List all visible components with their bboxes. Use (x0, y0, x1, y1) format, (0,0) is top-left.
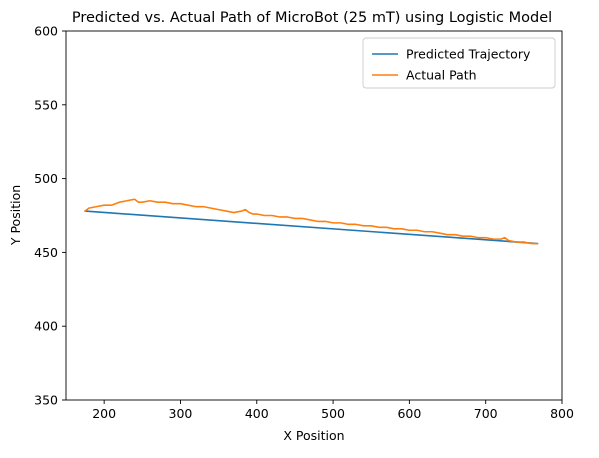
y-tick-label: 500 (34, 171, 58, 186)
legend: Predicted Trajectory Actual Path (362, 37, 556, 89)
x-tick-label: 300 (169, 406, 193, 421)
chart-title: Predicted vs. Actual Path of MicroBot (2… (72, 10, 552, 26)
x-tick-label: 200 (92, 406, 116, 421)
plot-frame (65, 30, 563, 401)
x-tick-label: 700 (474, 406, 498, 421)
legend-label-predicted-trajectory: Predicted Trajectory (406, 47, 531, 62)
y-tick-label: 550 (34, 97, 58, 112)
y-tick-label: 400 (34, 319, 58, 334)
x-tick-label: 400 (245, 406, 269, 421)
x-tick-label: 500 (321, 406, 345, 421)
legend-box (362, 37, 556, 89)
plot-area: 200 300 400 500 600 700 800 350 400 450 500 550 600 (34, 24, 574, 422)
x-axis-label: X Position (283, 428, 344, 443)
legend-label-actual-path: Actual Path (406, 68, 477, 83)
y-tick-label: 600 (34, 24, 58, 39)
series-line-actual-path (84, 198, 539, 245)
y-tick-label: 450 (34, 245, 58, 260)
x-tick-label: 800 (550, 406, 574, 421)
y-axis-label: Y Position (8, 185, 23, 246)
x-tick-label: 600 (397, 406, 421, 421)
series-line-predicted-trajectory (84, 210, 539, 245)
y-tick-label: 350 (34, 393, 58, 408)
